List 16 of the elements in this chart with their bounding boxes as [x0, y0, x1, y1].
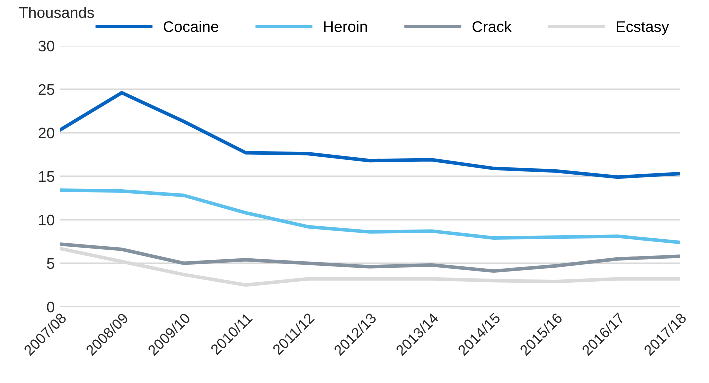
legend-label: Ecstasy	[617, 22, 670, 36]
line-series	[60, 246, 680, 287]
line-series	[60, 91, 680, 180]
y-tick-label: 20	[38, 128, 55, 139]
y-tick-label: 25	[38, 84, 54, 96]
y-tick-label: 10	[39, 214, 55, 226]
y-tick-label: 0	[47, 302, 55, 313]
line-series	[60, 188, 680, 244]
y-tick-label: 5	[47, 258, 54, 270]
legend-label: Crack	[472, 21, 512, 32]
legend-label: Heroin	[324, 21, 368, 32]
y-tick-label: 15	[39, 172, 54, 182]
y-axis-title: Thousands	[19, 6, 94, 18]
y-tick-label: 30	[38, 40, 55, 52]
legend-label: Cocaine	[164, 21, 219, 32]
line-series	[60, 242, 680, 274]
